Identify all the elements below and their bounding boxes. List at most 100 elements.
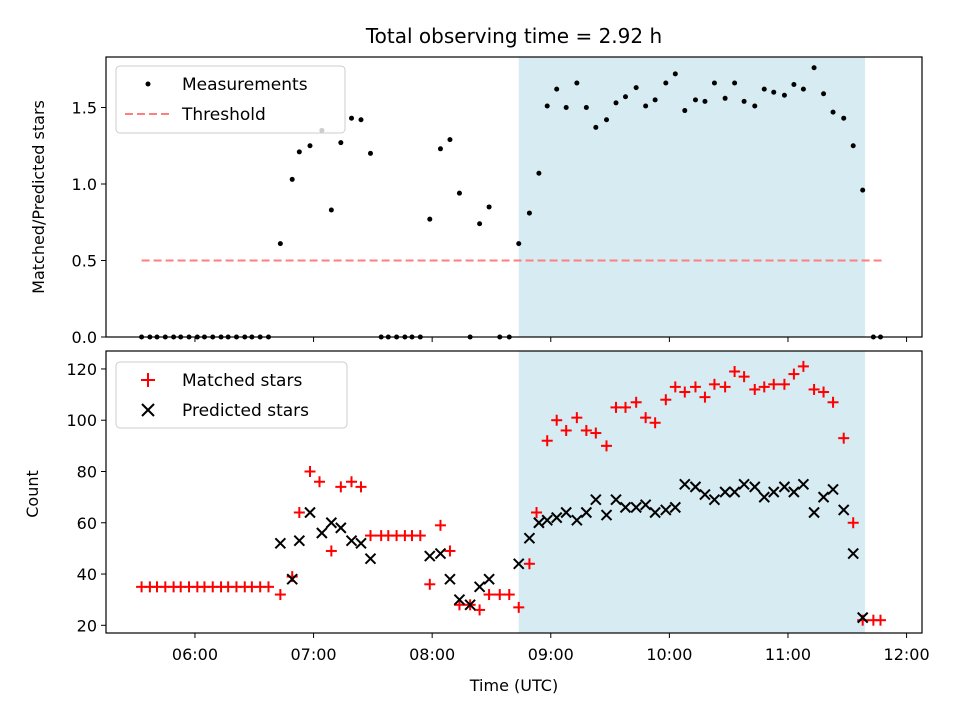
measurement-point — [544, 103, 550, 109]
matched-star-point — [610, 401, 622, 413]
matched-star-point — [304, 465, 316, 477]
matched-star-point — [346, 476, 358, 488]
matched-star-point — [808, 383, 820, 395]
predicted-star-point — [541, 514, 553, 526]
matched-star-point — [474, 604, 486, 616]
predicted-star-point — [453, 593, 466, 606]
measurement-point — [604, 117, 610, 123]
figure-title: Total observing time = 2.92 h — [365, 24, 662, 48]
predicted-star-point — [639, 499, 652, 511]
predicted-star-point — [838, 504, 850, 516]
measurement-point — [583, 104, 589, 110]
matched-star-point — [679, 386, 691, 398]
matched-star-point — [768, 378, 780, 390]
matched-star-point — [580, 424, 592, 436]
predicted-star-point — [483, 573, 495, 585]
predicted-star-point — [473, 581, 486, 593]
predicted-star-point — [580, 506, 593, 519]
x-tick-label: 10:00 — [646, 645, 692, 664]
measurement-point — [328, 207, 334, 213]
y-tick-label: 1.5 — [72, 98, 97, 117]
y-tick-label: 0.5 — [72, 251, 97, 270]
top-legend: Measurements Threshold — [115, 65, 346, 134]
measurement-point — [277, 241, 283, 247]
predicted-star-point — [571, 514, 583, 526]
predicted-star-point — [424, 550, 436, 562]
predicted-star-point — [304, 506, 316, 519]
legend-measurements-marker — [145, 81, 151, 87]
matched-star-point — [660, 394, 672, 406]
measurement-point — [486, 204, 492, 210]
matched-star-point — [414, 530, 426, 542]
measurement-point — [771, 89, 777, 95]
predicted-star-point — [649, 506, 661, 519]
measurement-point — [752, 103, 758, 109]
y-tick-label: 20 — [77, 616, 97, 635]
bottom-y-axis-label: Count — [23, 470, 42, 518]
matched-star-point — [601, 440, 613, 452]
measurement-point — [830, 109, 836, 115]
measurement-point — [289, 176, 295, 182]
x-tick-label: 11:00 — [765, 645, 811, 664]
matched-star-point — [325, 545, 337, 557]
predicted-star-point — [708, 493, 721, 506]
matched-star-point — [444, 545, 456, 557]
x-tick-label: 07:00 — [291, 645, 337, 664]
predicted-star-point — [355, 537, 367, 549]
predicted-star-point — [630, 501, 642, 514]
predicted-star-point — [749, 481, 761, 493]
measurement-point — [613, 100, 619, 106]
predicted-star-point — [778, 481, 791, 493]
top-y-ticks: 0.0 0.5 1.0 1.5 — [72, 98, 106, 347]
predicted-star-point — [293, 535, 306, 547]
matched-star-point — [424, 578, 436, 590]
measurement-point — [526, 210, 532, 216]
matched-star-point — [699, 391, 711, 403]
measurement-point — [456, 190, 462, 196]
predicted-star-point — [464, 599, 476, 611]
legend-predicted-marker — [141, 403, 155, 417]
predicted-star-point — [513, 558, 525, 570]
measurement-point — [349, 115, 355, 121]
measurement-point — [811, 65, 817, 71]
measurement-point — [622, 94, 628, 100]
measurement-point — [437, 146, 443, 152]
legend-matched-label: Matched stars — [182, 371, 302, 391]
predicted-star-point — [434, 547, 447, 560]
predicted-star-point — [679, 478, 691, 491]
measurement-point — [447, 137, 453, 143]
matched-star-point — [590, 427, 602, 439]
predicted-star-point — [669, 501, 682, 514]
top-shaded-span — [518, 57, 866, 337]
measurement-point — [427, 216, 433, 222]
matched-star-point — [313, 476, 325, 488]
measurement-point — [307, 143, 313, 149]
measurement-point — [643, 103, 649, 109]
predicted-star-point — [523, 532, 536, 544]
predicted-star-point — [533, 517, 545, 529]
measurement-point — [672, 71, 678, 77]
y-tick-label: 0.0 — [72, 328, 97, 347]
predicted-star-point — [345, 535, 358, 547]
x-tick-label: 09:00 — [528, 645, 574, 664]
measurement-point — [663, 80, 669, 86]
matched-star-point — [874, 614, 886, 626]
matched-star-point — [827, 396, 839, 408]
matched-star-point — [355, 481, 367, 493]
bottom-x-ticks: 06:00 07:00 08:00 09:00 10:00 11:00 12:00 — [172, 633, 930, 664]
measurement-point — [652, 97, 658, 103]
matched-star-point — [335, 481, 347, 493]
predicted-star-point — [856, 611, 869, 624]
predicted-star-point — [610, 493, 622, 506]
measurement-point — [860, 187, 866, 193]
matched-star-point — [749, 383, 761, 395]
measurement-point — [554, 86, 560, 92]
predicted-star-point — [827, 483, 839, 496]
predicted-star-point — [738, 478, 750, 491]
top-axes-frame — [105, 56, 923, 338]
x-tick-label: 12:00 — [884, 645, 930, 664]
predicted-star-point — [728, 486, 741, 498]
measurement-point — [722, 95, 728, 101]
predicted-star-point — [590, 493, 602, 506]
